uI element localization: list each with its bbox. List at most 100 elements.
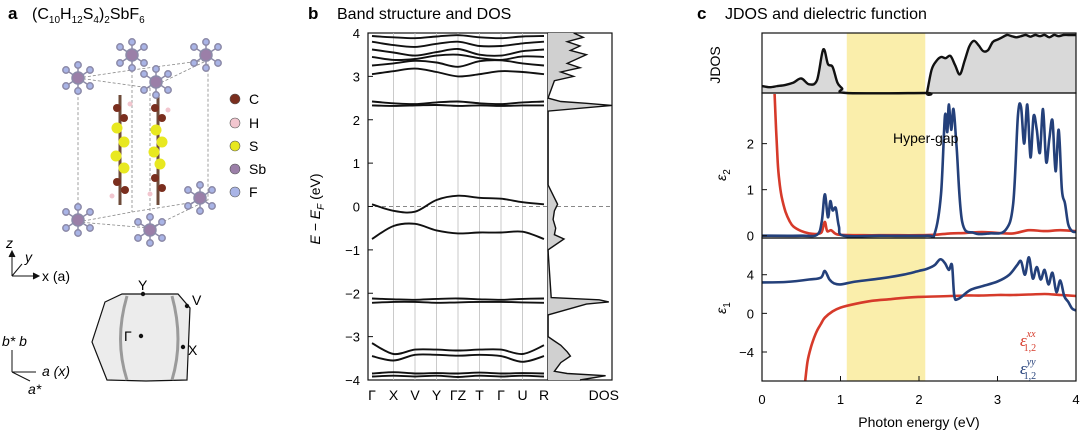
kpath-gridlines — [393, 33, 523, 380]
band-line — [371, 222, 545, 240]
band-y-ticks: 4 3 2 1 0 −1 −2 −3 −4 — [345, 26, 373, 388]
eps1-y-label: ε1 — [713, 302, 733, 314]
photon-x-tick-label: 1 — [837, 392, 844, 407]
band-y-tick-label: −4 — [345, 373, 360, 388]
kpath-tick-labels: Γ X V Y ΓZ T Γ U R — [368, 387, 549, 403]
axis-y-label: y — [24, 249, 33, 265]
bz-point-V: V — [192, 292, 202, 308]
hyper-gap-band — [846, 33, 926, 381]
band-line — [371, 67, 545, 78]
band-line — [371, 48, 545, 57]
band-line — [371, 53, 545, 61]
kpath-tick-label: X — [389, 387, 399, 403]
eps2-line — [761, 102, 1077, 239]
panel-b: b Band structure and DOS 4 3 2 1 0 −1 −2 −3 −4 Γ… — [307, 4, 619, 403]
jdos-curve — [761, 33, 1076, 96]
photon-energy-x-label: Photon energy (eV) — [858, 414, 979, 430]
band-y-tick-label: 4 — [353, 26, 360, 41]
svg-text:S: S — [249, 138, 258, 154]
photon-x-tick-label: 0 — [758, 392, 765, 407]
panel-c-x-ticks: 0 1 2 3 4 — [758, 376, 1080, 407]
band-line — [371, 34, 545, 40]
band-line — [371, 297, 545, 301]
photon-x-tick-label: 2 — [915, 392, 922, 407]
panel-c: c JDOS and dielectric function 2 1 0 4 0 −4 0… — [697, 4, 1080, 430]
atom-legend-Sb: Sb — [229, 161, 266, 177]
eps1-line — [803, 292, 1077, 382]
kpath-tick-label: U — [517, 387, 527, 403]
band-line — [371, 104, 544, 107]
band-y-tick-label: −3 — [345, 330, 360, 345]
band-y-tick-label: 0 — [353, 200, 360, 215]
photon-x-tick-label: 3 — [994, 392, 1001, 407]
svg-text:C: C — [249, 91, 259, 107]
band-line — [371, 374, 545, 378]
band-line — [371, 100, 545, 106]
eps2-y-label: ε2 — [713, 169, 733, 181]
kpath-tick-label: V — [410, 387, 420, 403]
band-y-tick-label: −2 — [345, 286, 360, 301]
panel-a-title: (C10H12S4)2SbF6 — [32, 6, 145, 26]
jdos-line — [761, 33, 1076, 96]
dos-fill — [548, 33, 612, 380]
band-y-tick-label: −1 — [345, 243, 360, 258]
band-y-axis-label: E − EF (eV) — [307, 173, 327, 244]
atom-legend-H: H — [229, 115, 259, 131]
kpath-tick-label: Y — [432, 387, 442, 403]
band-line — [371, 353, 545, 363]
bz-point-Y: Y — [138, 277, 148, 293]
band-line — [371, 371, 545, 375]
crystal-axes — [8, 249, 41, 280]
eps2-y-tick-label: 0 — [747, 229, 754, 244]
reciprocal-axes — [11, 350, 36, 382]
legend-eps-xx: εxx 1,2 — [1020, 329, 1036, 354]
photon-x-tick-label: 4 — [1072, 392, 1079, 407]
axis-a-label: a (x) — [42, 363, 70, 379]
eps1-line — [761, 255, 1077, 312]
panel-a-letter: a — [8, 4, 18, 23]
kpath-tick-label: Γ — [368, 387, 376, 403]
atom-legend-C: C — [229, 91, 259, 107]
band-y-tick-label: 1 — [353, 156, 360, 171]
band-line — [371, 59, 545, 68]
eps1-y-tick-label: 0 — [747, 306, 754, 321]
axis-z-label: z — [5, 235, 13, 251]
kpath-tick-label: T — [475, 387, 484, 403]
axis-x-label: x (a) — [42, 268, 70, 284]
axis-bstar-b-label: b* b — [2, 333, 27, 349]
dielectric-legend: εxx 1,2 εyy 1,2 — [1020, 329, 1036, 382]
band-line — [371, 342, 545, 356]
band-line — [371, 40, 545, 48]
band-line — [371, 300, 545, 304]
molecule-stack-left — [109, 95, 133, 205]
atom-legend-S: S — [229, 138, 258, 154]
svg-text:H: H — [249, 115, 259, 131]
kpath-tick-label: Γ — [497, 387, 505, 403]
panel-c-y-ticks: 2 1 0 4 0 −4 — [739, 137, 767, 360]
band-y-tick-label: 2 — [353, 113, 360, 128]
jdos-y-label: JDOS — [707, 46, 723, 83]
eps2-y-tick-label: 1 — [747, 183, 754, 198]
panel-c-letter: c — [697, 4, 706, 23]
bz-point-gamma: Γ — [124, 328, 132, 344]
svg-text:Sb: Sb — [249, 161, 266, 177]
dos-axis-label: DOS — [589, 387, 619, 403]
eps1-curves — [761, 255, 1077, 382]
sbf6-octahedra — [62, 38, 222, 247]
panel-b-title: Band structure and DOS — [337, 6, 511, 23]
panel-c-title: JDOS and dielectric function — [725, 6, 927, 23]
band-curves — [371, 34, 545, 378]
axis-astar-label: a* — [28, 381, 42, 397]
jdos-fill — [762, 35, 1076, 93]
bz-point-X: X — [188, 342, 198, 358]
panel-a: a (C10H12S4)2SbF6 — [2, 4, 266, 397]
kpath-tick-label: ΓZ — [450, 387, 467, 403]
band-line — [371, 194, 545, 214]
eps1-y-tick-label: −4 — [739, 345, 754, 360]
molecule-stack-right — [147, 95, 171, 205]
eps2-y-tick-label: 2 — [747, 137, 754, 152]
kpath-tick-label: R — [539, 387, 549, 403]
dos-curve — [547, 32, 613, 381]
legend-eps-yy: εyy 1,2 — [1020, 357, 1036, 382]
